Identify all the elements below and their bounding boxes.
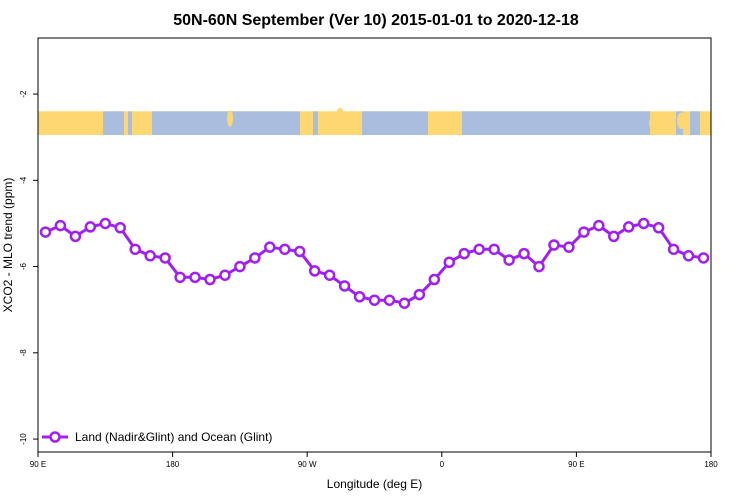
data-point — [84, 221, 97, 233]
x-tick-label: 90 E — [30, 460, 46, 469]
data-point — [204, 273, 216, 286]
map-ocean-region — [362, 111, 428, 136]
data-point — [293, 245, 306, 258]
data-point — [667, 243, 680, 256]
data-point — [622, 221, 635, 233]
data-point — [533, 260, 545, 273]
data-point — [697, 252, 710, 264]
y-tick-label: -2 — [19, 90, 28, 98]
map-ocean-region — [462, 111, 650, 136]
data-point — [234, 260, 246, 273]
y-axis: -2 -4 -6 -8 -10 — [19, 90, 38, 445]
x-axis-label: Longitude (deg E) — [327, 477, 422, 491]
map-land-region — [677, 112, 685, 130]
data-point — [174, 271, 186, 284]
y-axis-label: XCO2 - MLO trend (ppm) — [1, 178, 15, 313]
plot-frame — [37, 37, 712, 453]
map-land-region — [336, 107, 344, 125]
data-point — [563, 241, 575, 253]
legend-label: Land (Nadir&Glint) and Ocean (Glint) — [75, 430, 272, 444]
data-point — [159, 252, 171, 264]
data-point — [353, 291, 366, 303]
data-point — [383, 294, 396, 306]
x-tick-label: 90 W — [298, 460, 317, 469]
data-point — [593, 219, 605, 232]
data-point — [323, 269, 336, 281]
data-point — [428, 273, 441, 286]
x-tick-label: 180 — [166, 460, 180, 469]
data-point — [413, 288, 426, 301]
data-point — [608, 230, 620, 243]
data-point — [189, 271, 201, 284]
x-axis: 90 E 180 90 W 0 90 E 180 — [30, 452, 718, 469]
data-point — [144, 250, 156, 262]
chart-title: 50N-60N September (Ver 10) 2015-01-01 to… — [173, 12, 579, 29]
y-tick-label: -10 — [19, 433, 28, 445]
data-point — [488, 243, 500, 256]
data-point — [264, 241, 276, 253]
data-point — [69, 230, 82, 243]
map-ocean-region — [690, 111, 700, 136]
x-tick-label: 90 E — [568, 460, 584, 469]
y-tick-label: -4 — [19, 176, 28, 184]
data-point — [279, 243, 291, 256]
data-point — [219, 269, 231, 281]
data-point — [398, 297, 411, 309]
map-ocean-region — [128, 111, 132, 136]
map-land-region — [322, 113, 338, 131]
map-land-region — [649, 114, 661, 132]
y-tick-label: -6 — [19, 262, 28, 270]
data-point — [503, 254, 515, 266]
x-tick-label: 180 — [704, 460, 718, 469]
data-point — [652, 222, 665, 234]
x-tick-label: 0 — [440, 460, 445, 469]
y-tick-label: -8 — [19, 349, 28, 357]
map-ocean-region — [152, 111, 300, 136]
map-land-region — [135, 111, 145, 128]
data-point — [129, 243, 141, 256]
data-point — [473, 243, 485, 256]
map-ocean-region — [103, 111, 124, 136]
data-point — [443, 256, 456, 268]
data-point — [518, 247, 530, 260]
data-point — [99, 217, 112, 230]
data-point — [114, 222, 127, 234]
world-map-band — [38, 107, 711, 136]
data-point — [368, 294, 381, 306]
map-land-region — [344, 117, 356, 134]
data-point — [578, 226, 590, 238]
data-point — [682, 250, 695, 262]
data-point — [548, 239, 560, 251]
data-point — [54, 219, 67, 232]
data-point — [39, 226, 52, 238]
series-layer — [39, 217, 710, 309]
data-point — [637, 217, 650, 230]
legend: Land (Nadir&Glint) and Ocean (Glint) — [42, 430, 272, 444]
legend-marker — [49, 431, 61, 443]
data-point — [458, 247, 470, 260]
series-line — [44, 221, 704, 305]
data-point — [249, 252, 261, 264]
map-ocean-region — [313, 111, 318, 136]
data-point — [338, 280, 351, 292]
data-point — [308, 265, 321, 277]
map-land-region — [227, 110, 233, 127]
